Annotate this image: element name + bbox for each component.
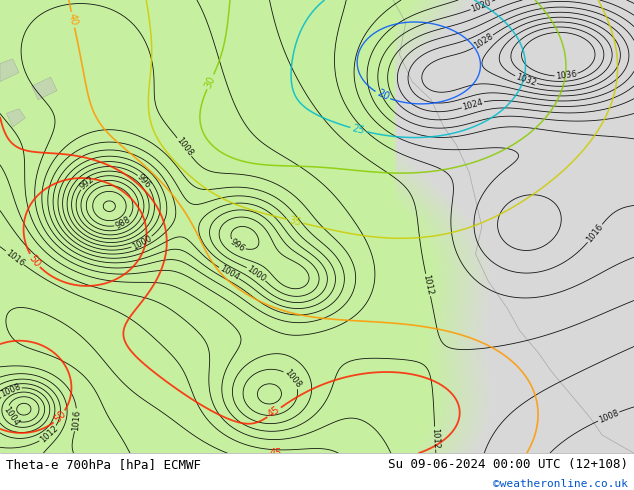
Text: Theta-e 700hPa [hPa] ECMWF: Theta-e 700hPa [hPa] ECMWF — [6, 458, 202, 471]
Text: 1036: 1036 — [555, 70, 577, 81]
Text: 1008: 1008 — [0, 382, 22, 399]
Text: 1000: 1000 — [245, 264, 268, 283]
Text: 45: 45 — [269, 448, 282, 458]
Text: 50: 50 — [52, 409, 68, 425]
Text: 1004: 1004 — [1, 405, 20, 428]
Text: 1028: 1028 — [472, 32, 495, 51]
Text: 30: 30 — [204, 74, 217, 90]
Text: 1024: 1024 — [462, 98, 484, 112]
Text: Su 09-06-2024 00:00 UTC (12+108): Su 09-06-2024 00:00 UTC (12+108) — [387, 458, 628, 471]
Text: 1020: 1020 — [470, 0, 493, 13]
Text: 1008: 1008 — [174, 136, 194, 158]
Polygon shape — [0, 59, 19, 82]
Text: 50: 50 — [27, 253, 42, 269]
Text: 988: 988 — [113, 215, 132, 231]
Text: 20: 20 — [375, 88, 391, 103]
Text: 40: 40 — [67, 13, 79, 27]
Text: 1016: 1016 — [585, 222, 605, 245]
Polygon shape — [32, 77, 57, 99]
Text: 1008: 1008 — [597, 408, 620, 425]
Text: 25: 25 — [351, 123, 366, 136]
Text: 992: 992 — [78, 175, 96, 192]
Text: 996: 996 — [136, 172, 153, 191]
Text: 1012: 1012 — [430, 427, 440, 449]
Text: 1004: 1004 — [217, 264, 240, 282]
Text: ©weatheronline.co.uk: ©weatheronline.co.uk — [493, 480, 628, 490]
Text: 996: 996 — [228, 237, 247, 254]
Text: 1032: 1032 — [514, 73, 538, 88]
Polygon shape — [6, 109, 25, 127]
Text: 1000: 1000 — [131, 234, 153, 251]
Text: 1012: 1012 — [422, 274, 435, 296]
Text: 35: 35 — [288, 215, 302, 228]
Text: 1016: 1016 — [4, 248, 26, 268]
Text: 45: 45 — [266, 405, 282, 420]
Text: 1012: 1012 — [38, 424, 60, 445]
Text: 1016: 1016 — [71, 409, 82, 431]
Text: 1008: 1008 — [283, 368, 303, 390]
